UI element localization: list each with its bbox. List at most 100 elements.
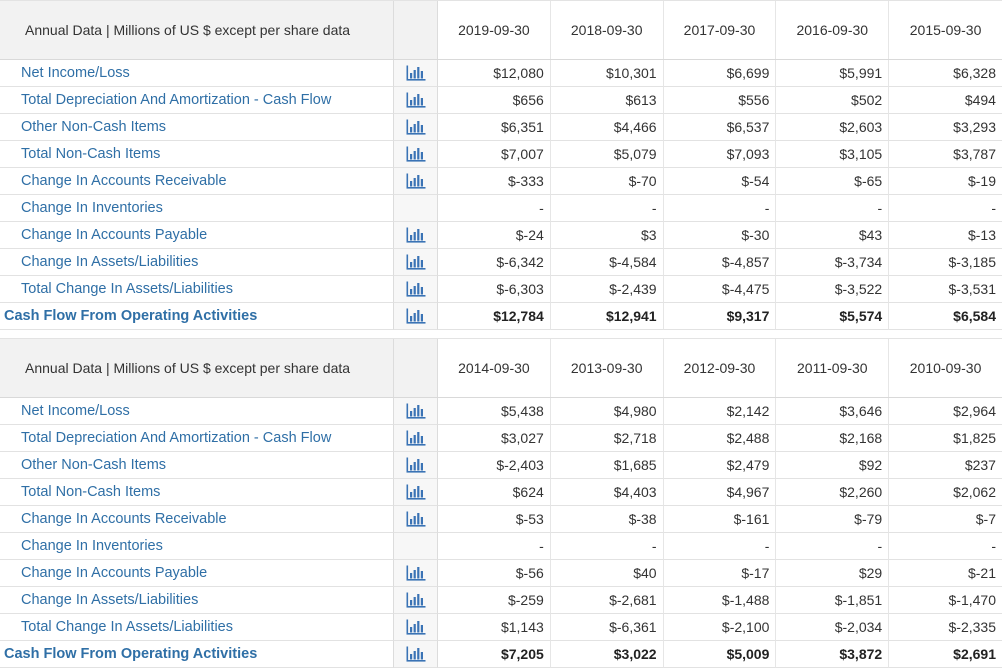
table-cell-value: $2,142 bbox=[663, 398, 777, 425]
row-label-link[interactable]: Other Non-Cash Items bbox=[0, 114, 393, 141]
table-cell-value: $-161 bbox=[663, 506, 777, 533]
empty-icon-cell bbox=[393, 533, 438, 560]
row-label-link[interactable]: Total Change In Assets/Liabilities bbox=[0, 614, 393, 641]
row-label-link[interactable]: Change In Assets/Liabilities bbox=[0, 587, 393, 614]
table-cell-value: $-1,470 bbox=[889, 587, 1002, 614]
row-label-link[interactable]: Change In Accounts Receivable bbox=[0, 506, 393, 533]
table-cell-value: $2,168 bbox=[776, 425, 890, 452]
bar-chart-icon[interactable] bbox=[393, 425, 438, 452]
bar-chart-icon[interactable] bbox=[393, 641, 438, 668]
year-header[interactable]: 2015-09-30 bbox=[909, 22, 982, 38]
year-header[interactable]: 2014-09-30 bbox=[438, 339, 551, 397]
row-label-link[interactable]: Total Non-Cash Items bbox=[0, 479, 393, 506]
table-cell-value: $29 bbox=[776, 560, 890, 587]
year-header[interactable]: 2019-09-30 bbox=[438, 1, 551, 59]
table-header-row: Annual Data | Millions of US $ except pe… bbox=[0, 338, 1002, 398]
table-cell-value: $-2,439 bbox=[550, 276, 664, 303]
year-header[interactable]: 2017-09-30 bbox=[664, 1, 777, 59]
table-cell-value: $-2,403 bbox=[438, 452, 551, 479]
table-cell-value: $-2,335 bbox=[889, 614, 1002, 641]
row-label-link[interactable]: Total Change In Assets/Liabilities bbox=[0, 276, 393, 303]
table-row: Other Non-Cash Items $-2,403 $1,685 $2,479 $… bbox=[0, 452, 1002, 479]
table-cell-value: $3 bbox=[550, 222, 664, 249]
row-label-link[interactable]: Change In Accounts Receivable bbox=[0, 168, 393, 195]
table-cell-value: $-79 bbox=[776, 506, 890, 533]
table-cell-value: $237 bbox=[889, 452, 1002, 479]
table-cell-value: $7,007 bbox=[438, 141, 551, 168]
row-label-link[interactable]: Net Income/Loss bbox=[0, 60, 393, 87]
bar-chart-icon[interactable] bbox=[393, 614, 438, 641]
row-label-link[interactable]: Total Depreciation And Amortization - Ca… bbox=[0, 425, 393, 452]
row-label-link[interactable]: Change In Accounts Payable bbox=[0, 560, 393, 587]
year-header[interactable]: 2013-09-30 bbox=[551, 339, 664, 397]
table-cell-value: $3,872 bbox=[776, 641, 890, 668]
table-cell-value: $43 bbox=[776, 222, 890, 249]
table-row: Total Change In Assets/Liabilities $1,143… bbox=[0, 614, 1002, 641]
table-cell-value: $1,685 bbox=[550, 452, 664, 479]
table-cell-value: $-3,185 bbox=[889, 249, 1002, 276]
bar-chart-icon[interactable] bbox=[393, 87, 438, 114]
empty-icon-cell bbox=[393, 195, 438, 222]
row-label-link[interactable]: Other Non-Cash Items bbox=[0, 452, 393, 479]
table-cell-value: $-6,303 bbox=[438, 276, 551, 303]
table-cell-value: $4,980 bbox=[550, 398, 664, 425]
bar-chart-icon[interactable] bbox=[393, 560, 438, 587]
table-cell-value: $12,941 bbox=[550, 303, 664, 330]
table-cell-value: $-2,681 bbox=[550, 587, 664, 614]
header-icon-column bbox=[393, 339, 438, 397]
bar-chart-icon[interactable] bbox=[393, 587, 438, 614]
year-header[interactable]: 2018-09-30 bbox=[551, 1, 664, 59]
row-label-link[interactable]: Total Depreciation And Amortization - Ca… bbox=[0, 87, 393, 114]
table-cell-value: $-24 bbox=[438, 222, 551, 249]
bar-chart-icon[interactable] bbox=[393, 60, 438, 87]
table-cell-value: $-333 bbox=[438, 168, 551, 195]
table-row: Net Income/Loss $5,438 $4,980 $2,142 $3,646 $… bbox=[0, 398, 1002, 425]
bar-chart-icon[interactable] bbox=[393, 141, 438, 168]
row-label-link[interactable]: Net Income/Loss bbox=[0, 398, 393, 425]
bar-chart-icon[interactable] bbox=[393, 303, 438, 330]
row-label-link[interactable]: Cash Flow From Operating Activities bbox=[0, 303, 393, 330]
table-row: Total Non-Cash Items $624 $4,403 $4,967 $2,2… bbox=[0, 479, 1002, 506]
table-cell-value: $624 bbox=[438, 479, 551, 506]
bar-chart-icon[interactable] bbox=[393, 506, 438, 533]
bar-chart-icon[interactable] bbox=[393, 479, 438, 506]
year-header[interactable]: 2016-09-30 bbox=[776, 1, 890, 59]
table-row: Cash Flow From Operating Activities $7,20… bbox=[0, 641, 1002, 668]
table-cell-value: - bbox=[663, 533, 777, 560]
bar-chart-icon[interactable] bbox=[393, 249, 438, 276]
table-cell-value: $-3,522 bbox=[776, 276, 890, 303]
table-cell-value: $6,699 bbox=[663, 60, 777, 87]
row-label-link[interactable]: Change In Assets/Liabilities bbox=[0, 249, 393, 276]
row-label-link[interactable]: Cash Flow From Operating Activities bbox=[0, 641, 393, 668]
table-cell-value: - bbox=[550, 533, 664, 560]
row-label-link[interactable]: Total Non-Cash Items bbox=[0, 141, 393, 168]
table-cell-value: $-3,531 bbox=[889, 276, 1002, 303]
year-header[interactable]: 2012-09-30 bbox=[664, 339, 777, 397]
bar-chart-icon[interactable] bbox=[393, 398, 438, 425]
bar-chart-icon[interactable] bbox=[393, 452, 438, 479]
table-cell-value: $2,691 bbox=[889, 641, 1002, 668]
bar-chart-icon[interactable] bbox=[393, 114, 438, 141]
year-header[interactable]: 2010-09-30 bbox=[909, 360, 982, 376]
row-label-link[interactable]: Change In Inventories bbox=[0, 195, 393, 222]
row-label-link[interactable]: Change In Accounts Payable bbox=[0, 222, 393, 249]
table-cell-value: $40 bbox=[550, 560, 664, 587]
table-cell-value: $613 bbox=[550, 87, 664, 114]
table-row: Change In Accounts Receivable $-53 $-38 $-1… bbox=[0, 506, 1002, 533]
table-cell-value: - bbox=[889, 533, 1002, 560]
table-cell-value: $502 bbox=[776, 87, 890, 114]
table-cell-value: $3,787 bbox=[889, 141, 1002, 168]
table-row: Change In Assets/Liabilities $-6,342 $-4,5… bbox=[0, 249, 1002, 276]
bar-chart-icon[interactable] bbox=[393, 276, 438, 303]
year-header[interactable]: 2011-09-30 bbox=[776, 339, 890, 397]
table-cell-value: $5,438 bbox=[438, 398, 551, 425]
bar-chart-icon[interactable] bbox=[393, 168, 438, 195]
bar-chart-icon[interactable] bbox=[393, 222, 438, 249]
row-label-link[interactable]: Change In Inventories bbox=[0, 533, 393, 560]
table-cell-value: $-30 bbox=[663, 222, 777, 249]
table-row: Net Income/Loss $12,080 $10,301 $6,699 $5,99… bbox=[0, 60, 1002, 87]
table-cell-value: $12,784 bbox=[438, 303, 551, 330]
table-cell-value: $4,466 bbox=[550, 114, 664, 141]
table-cell-value: $7,205 bbox=[438, 641, 551, 668]
